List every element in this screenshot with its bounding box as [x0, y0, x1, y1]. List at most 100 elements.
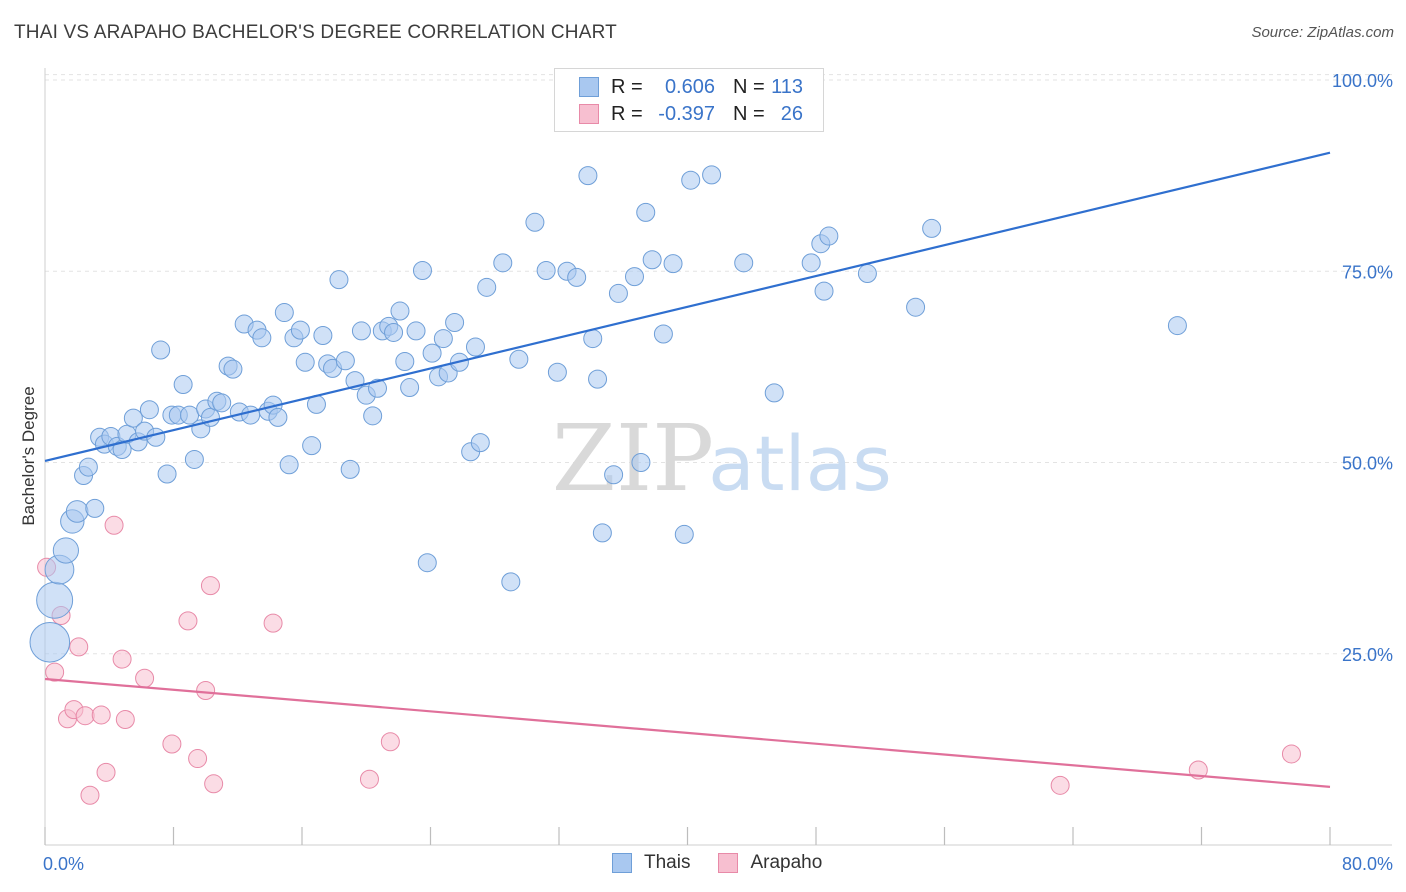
r-value: 0.606: [664, 75, 715, 98]
thais-point: [592, 523, 612, 543]
thais-point: [681, 170, 701, 190]
thais-point: [85, 498, 105, 518]
thais-point: [906, 297, 926, 317]
thais-point: [814, 281, 834, 301]
thais-point: [212, 393, 232, 413]
thais-points: [29, 165, 1187, 663]
thais-point: [608, 283, 628, 303]
thais-point: [764, 383, 784, 403]
arapaho-swatch: [718, 853, 739, 873]
stats-legend: R = 0.606 N = 113 R = -0.397 N = 26: [554, 68, 824, 132]
chart-title: THAI VS ARAPAHO BACHELOR'S DEGREE CORREL…: [14, 22, 617, 43]
arapaho-point: [1281, 744, 1301, 764]
thais-point: [1167, 316, 1187, 336]
thais-point: [604, 465, 624, 485]
thais-point: [636, 202, 656, 222]
arapaho-point: [75, 706, 95, 726]
thais-point: [279, 455, 299, 475]
arapaho-point: [135, 668, 155, 688]
arapaho-point: [178, 611, 198, 631]
thais-point: [547, 362, 567, 382]
arapaho-point: [263, 613, 283, 633]
thais-point: [642, 250, 662, 270]
thais-point: [252, 328, 272, 348]
n-value: 113: [771, 75, 803, 98]
thais-swatch: [579, 77, 599, 97]
arapaho-point: [96, 762, 116, 782]
thais-point: [417, 553, 437, 573]
r-value: -0.397: [658, 102, 715, 125]
thais-point: [241, 405, 261, 425]
axis-labels: 25.0% 50.0% 75.0% 100.0% 0.0% 80.0% Bachelor's…: [19, 71, 1393, 874]
thais-point: [36, 581, 74, 619]
n-label: N =: [733, 75, 765, 98]
thais-point: [525, 212, 545, 232]
thais-point: [663, 254, 683, 274]
axes: [44, 68, 1392, 846]
thais-point: [78, 457, 98, 477]
r-label: R =: [611, 75, 643, 98]
thais-point: [493, 253, 513, 273]
thais-point: [395, 352, 415, 372]
y-axis-label: Bachelor's Degree: [19, 386, 38, 525]
series-legend: Thais Arapaho: [612, 852, 850, 874]
arapaho-point: [91, 705, 111, 725]
arapaho-point: [196, 680, 216, 700]
thais-point: [567, 267, 587, 287]
thais-point: [583, 329, 603, 349]
watermark-atlas: atlas: [708, 419, 892, 508]
thais-point: [819, 226, 839, 246]
y-tick-label: 75.0%: [1342, 262, 1393, 282]
thais-point: [268, 407, 288, 427]
thais-point: [624, 267, 644, 287]
x-tick-label: 0.0%: [43, 854, 84, 874]
arapaho-point: [359, 769, 379, 789]
y-tick-label: 25.0%: [1342, 645, 1393, 665]
thais-point: [295, 352, 315, 372]
arapaho-swatch: [579, 104, 599, 124]
thais-point: [412, 260, 432, 280]
r-label: R =: [611, 102, 643, 125]
thais-point: [384, 322, 404, 342]
thais-point: [588, 369, 608, 389]
arapaho-point: [204, 774, 224, 794]
thais-point: [335, 351, 355, 371]
thais-point: [653, 324, 673, 344]
thais-point: [184, 449, 204, 469]
thais-point: [422, 343, 442, 363]
thais-point: [29, 621, 71, 663]
thais-point: [702, 165, 722, 185]
thais-point: [274, 303, 294, 323]
thais-point: [367, 378, 387, 398]
arapaho-point: [162, 734, 182, 754]
arapaho-point: [80, 785, 100, 805]
thais-point: [290, 320, 310, 340]
stats-row-thais: R = 0.606 N = 113: [579, 73, 803, 101]
legend-item-arapaho[interactable]: Arapaho: [718, 852, 822, 874]
x-tick-label: 80.0%: [1342, 854, 1393, 874]
thais-point: [465, 337, 485, 357]
thais-swatch: [612, 853, 632, 873]
thais-point: [501, 572, 521, 592]
thais-point: [363, 406, 383, 426]
thais-point: [477, 277, 497, 297]
thais-point: [390, 301, 410, 321]
thais-point: [65, 500, 89, 523]
thais-point: [351, 321, 371, 341]
arapaho-point: [200, 576, 220, 596]
arapaho-point: [115, 710, 135, 730]
arapaho-point: [112, 649, 132, 669]
thais-point: [157, 464, 177, 484]
arapaho-point: [1050, 775, 1070, 795]
legend-item-thais[interactable]: Thais: [612, 852, 690, 874]
thais-point: [223, 359, 243, 379]
thais-point: [151, 340, 171, 360]
thais-point: [139, 400, 159, 420]
thais-point: [922, 218, 942, 238]
thais-point: [146, 427, 166, 447]
thais-point: [631, 453, 651, 472]
thais-point: [52, 537, 79, 564]
thais-point: [445, 313, 465, 333]
stats-row-arapaho: R = -0.397 N = 26: [579, 100, 803, 128]
y-tick-label: 50.0%: [1342, 454, 1393, 474]
